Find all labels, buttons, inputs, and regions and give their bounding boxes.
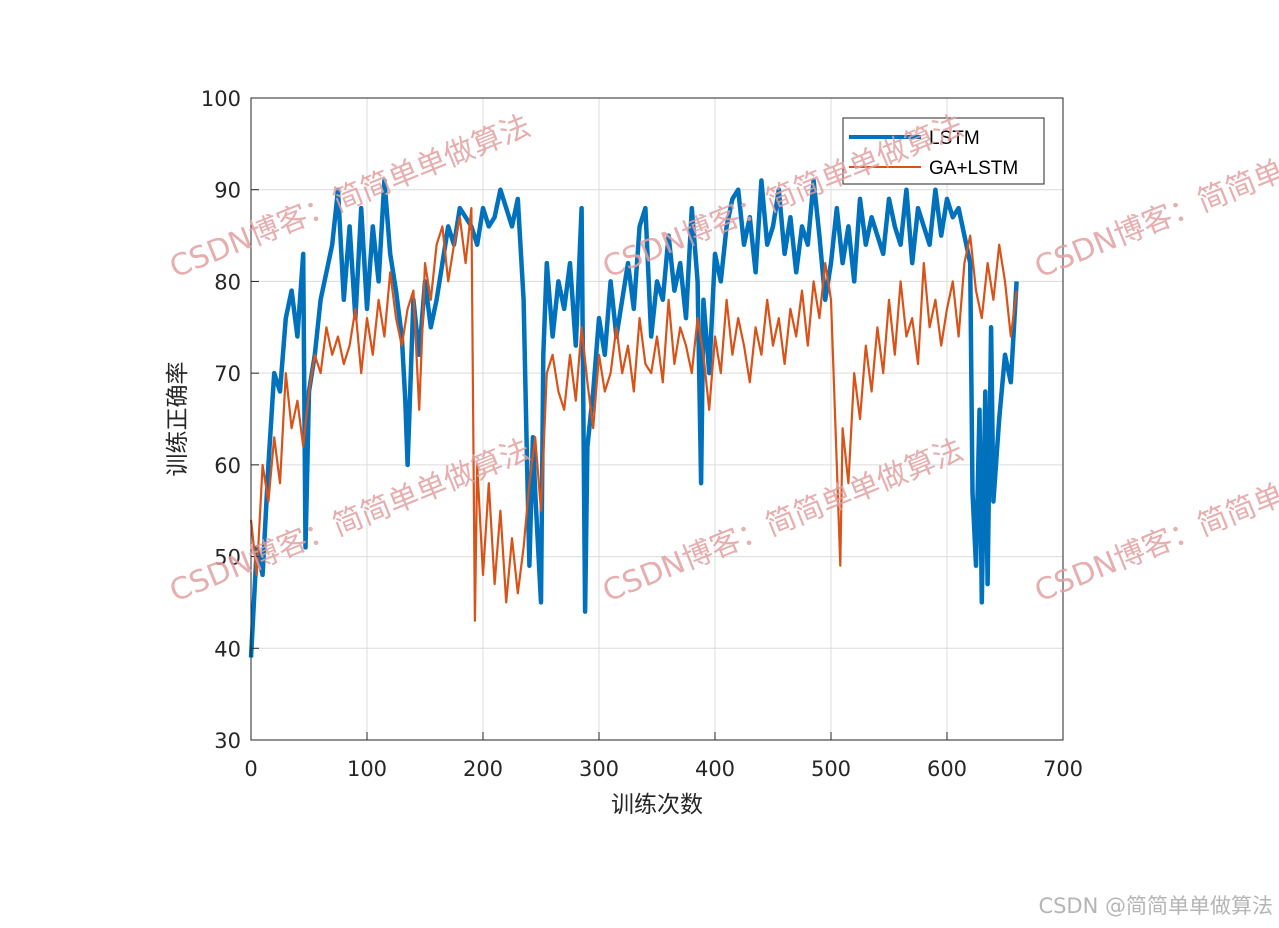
x-tick-label: 0 <box>244 757 257 781</box>
series-line-lstm <box>248 178 1019 658</box>
y-tick-label: 50 <box>214 546 241 570</box>
y-tick-label: 40 <box>214 637 241 661</box>
y-tick-label: 60 <box>214 454 241 478</box>
plot-frame <box>250 97 1064 741</box>
y-tick-label: 90 <box>214 179 241 203</box>
y-tick-label: 70 <box>214 362 241 386</box>
watermark-text: CSDN博客：简简单单做算法 <box>1030 109 1279 286</box>
x-tick-label: 100 <box>347 757 387 781</box>
y-tick-label: 80 <box>214 270 241 294</box>
x-tick-label: 200 <box>463 757 503 781</box>
y-axis-label: 训练正确率 <box>165 362 191 477</box>
legend: LSTM GA+LSTM <box>842 117 1045 185</box>
legend-label-ga-lstm: GA+LSTM <box>929 158 1018 179</box>
series-line-ga-lstm <box>249 207 1018 622</box>
x-tick-label: 300 <box>579 757 619 781</box>
watermark-text: CSDN博客：简简单单做算法 <box>1030 433 1279 610</box>
x-tick-label: 700 <box>1043 757 1083 781</box>
y-tick-label: 100 <box>201 87 241 111</box>
x-tick-label: 600 <box>927 757 967 781</box>
x-tick-label: 400 <box>695 757 735 781</box>
y-tick-label: 30 <box>214 729 241 753</box>
legend-box <box>842 117 1045 185</box>
corner-watermark: CSDN @简简单单做算法 <box>1038 894 1273 918</box>
ticks: 0 100 200 300 400 500 600 700 30 40 50 60 70 80 90 100 <box>201 87 1083 781</box>
x-tick-label: 500 <box>811 757 851 781</box>
legend-label-lstm: LSTM <box>929 128 980 149</box>
x-axis-label: 训练次数 <box>611 792 703 818</box>
series-group <box>248 178 1019 658</box>
